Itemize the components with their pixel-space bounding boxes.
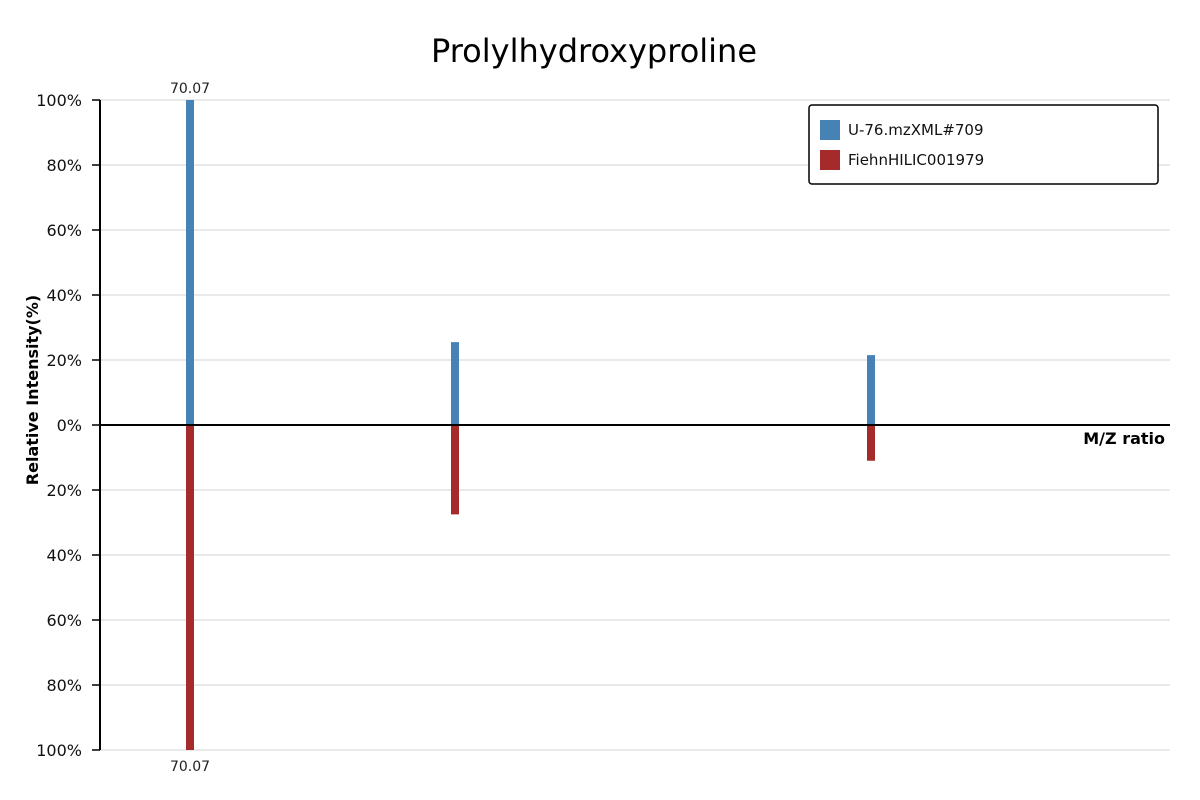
legend-label-fiehn: FiehnHILIC001979 [848, 151, 984, 169]
legend-label-u76: U-76.mzXML#709 [848, 121, 984, 139]
y-tick-label: 40% [46, 546, 82, 565]
y-tick-label: 100% [36, 741, 82, 760]
y-tick-label: 80% [46, 676, 82, 695]
y-tick-label: 40% [46, 286, 82, 305]
legend-swatch-fiehn [820, 150, 840, 170]
y-tick-label: 60% [46, 611, 82, 630]
peak-bars [186, 100, 875, 750]
chart-title: Prolylhydroxyproline [431, 32, 757, 70]
y-tick-label: 80% [46, 156, 82, 175]
y-tick-label: 0% [57, 416, 82, 435]
peak-label: 70.07 [170, 81, 210, 97]
peak-bar-sample [867, 355, 875, 425]
y-axis-label: Relative Intensity(%) [23, 295, 42, 485]
y-tick-label: 20% [46, 351, 82, 370]
peak-labels: 70.07 70.07 [170, 81, 210, 775]
legend-box [808, 104, 1159, 185]
legend: U-76.mzXML#709 FiehnHILIC001979 [808, 104, 1159, 185]
y-tick-label: 20% [46, 481, 82, 500]
peak-bar-reference [451, 425, 459, 515]
peak-bar-reference [867, 425, 875, 461]
peak-bar-sample [186, 100, 194, 425]
peak-bar-sample [451, 342, 459, 425]
y-tick-label: 100% [36, 91, 82, 110]
y-tick-label: 60% [46, 221, 82, 240]
gridlines [100, 99, 1170, 751]
y-axis-ticks: 100% 80% 60% 40% 20% 0% 20% 40% 60% 80% 100% [36, 91, 100, 760]
legend-swatch-u76 [820, 120, 840, 140]
x-axis-label: M/Z ratio [1083, 429, 1165, 448]
peak-label: 70.07 [170, 759, 210, 775]
peak-bar-reference [186, 425, 194, 750]
